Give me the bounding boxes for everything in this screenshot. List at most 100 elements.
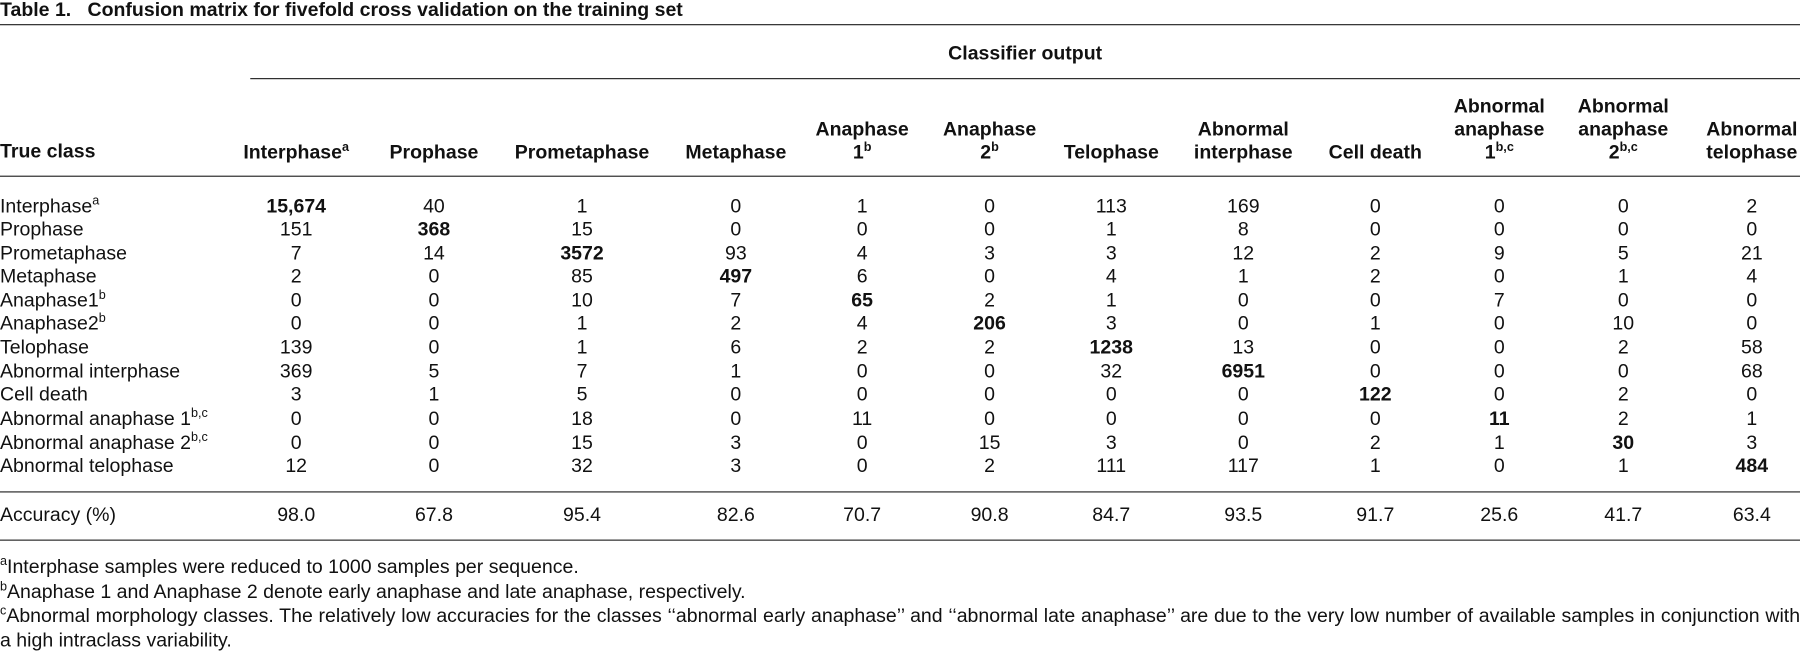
cell: 3	[1746, 431, 1758, 454]
column-header: Prometaphase	[515, 141, 650, 164]
text: Cell death	[1328, 141, 1422, 164]
cell: 2	[1617, 383, 1629, 406]
cell: 0	[1369, 195, 1381, 217]
cell: 1	[1369, 312, 1381, 335]
cell: 18	[571, 407, 593, 430]
cell: 7	[730, 289, 742, 312]
cell: 0	[984, 383, 996, 406]
cell: 113	[1095, 195, 1127, 217]
cell: 2	[1369, 431, 1381, 454]
cell: 0	[984, 407, 996, 430]
cell: 1	[1617, 265, 1629, 287]
cell: 0	[428, 312, 440, 335]
footnote-text: Abnormal morphology classes. The relativ…	[0, 604, 1800, 651]
cell: 6951	[1221, 360, 1265, 383]
row-label: Metaphase	[0, 265, 97, 288]
text: Abnormal anaphase 1	[1453, 95, 1545, 164]
cell: 0	[1617, 289, 1629, 312]
cell: 3	[1105, 431, 1117, 454]
cell: 40	[423, 195, 445, 217]
cell: 3	[1105, 242, 1117, 265]
cell: 0	[1493, 312, 1505, 335]
cell: 0	[1369, 289, 1381, 312]
cell: 0	[1237, 407, 1249, 430]
row-label: Telophase	[0, 336, 89, 359]
text: Cell death	[0, 383, 88, 406]
cell: 0	[1493, 218, 1505, 240]
cell: 0	[1493, 383, 1505, 406]
row-label: Prophase	[0, 218, 84, 241]
accuracy-cell: 90.8	[970, 503, 1009, 526]
cell: 0	[1746, 289, 1758, 312]
cell: 0	[1105, 407, 1117, 430]
cell: 0	[1493, 336, 1505, 359]
cell: 7	[290, 242, 302, 265]
cell: 0	[1493, 454, 1505, 477]
footnote: aInterphase samples were reduced to 1000…	[0, 554, 1800, 578]
cell: 0	[290, 289, 302, 312]
column-header: Abnormal anaphase 1b,c	[1454, 95, 1545, 164]
text: Abnormal anaphase 2	[1577, 95, 1669, 164]
cell: 0	[984, 360, 996, 383]
cell: 1238	[1089, 336, 1133, 359]
cell: 3	[290, 383, 302, 406]
row-header: True class	[0, 140, 96, 162]
cell: 0	[1237, 383, 1249, 406]
cell: 0	[1369, 336, 1381, 359]
cell: 0	[856, 218, 868, 240]
cell: 8	[1237, 218, 1249, 240]
cell: 2	[984, 454, 996, 477]
cell: 0	[290, 407, 302, 430]
text: Interphase	[0, 195, 93, 217]
footnote-text: Anaphase 1 and Anaphase 2 denote early a…	[7, 580, 746, 603]
cell: 12	[285, 454, 308, 477]
title: Table 1. Confusion matrix for fivefold c…	[0, 0, 683, 22]
row-label: Interphasea	[0, 195, 99, 218]
cell: 0	[428, 431, 440, 454]
cell: 2	[1617, 336, 1629, 359]
footnote: bAnaphase 1 and Anaphase 2 denote early …	[0, 579, 1800, 603]
column-header: Abnormal telophase	[1706, 118, 1797, 164]
cell: 484	[1735, 454, 1769, 477]
cell: 1	[1105, 289, 1117, 312]
cell: 1	[576, 336, 588, 359]
cell: 7	[576, 360, 588, 383]
cell: 14	[423, 242, 445, 265]
row-label: Abnormal anaphase 2b,c	[0, 431, 208, 455]
cell: 65	[851, 289, 874, 312]
cell: 497	[719, 265, 753, 287]
cell: 0	[428, 265, 440, 287]
cell: 15	[571, 431, 593, 454]
text: Telophase	[0, 336, 89, 359]
cell: 10	[571, 289, 593, 312]
text: Anaphase2	[0, 312, 99, 335]
superscript: b,c	[1495, 140, 1514, 155]
column-header: Metaphase	[685, 141, 786, 164]
row-label: Anaphase1b	[0, 289, 106, 312]
text: Abnormal telophase	[0, 454, 174, 477]
cell: 0	[730, 407, 742, 430]
accuracy-cell: 70.7	[843, 503, 882, 526]
cell: 0	[730, 195, 742, 217]
cell: 206	[973, 312, 1006, 335]
cell: 368	[417, 218, 451, 240]
accuracy-cell: 41.7	[1604, 503, 1643, 526]
superscript: a	[342, 140, 350, 155]
cell: 6	[856, 265, 868, 287]
accuracy-cell: 95.4	[563, 503, 602, 526]
cell: 15	[571, 218, 593, 240]
cell: 0	[1617, 360, 1629, 383]
cell: 3	[730, 431, 742, 454]
text: Anaphase 1	[815, 118, 909, 164]
cell: 5	[576, 383, 588, 406]
cell: 0	[856, 383, 868, 406]
footnote: cAbnormal morphology classes. The relati…	[0, 604, 1800, 651]
text: Prometaphase	[514, 141, 650, 164]
accuracy-cell: 63.4	[1732, 503, 1771, 526]
row-label: Prometaphase	[0, 242, 127, 265]
text: Prophase	[0, 218, 84, 240]
column-header: Anaphase 1b	[816, 118, 909, 164]
superscript: b	[98, 311, 106, 326]
cell: 0	[1493, 195, 1505, 217]
column-header: Telophase	[1064, 141, 1159, 164]
